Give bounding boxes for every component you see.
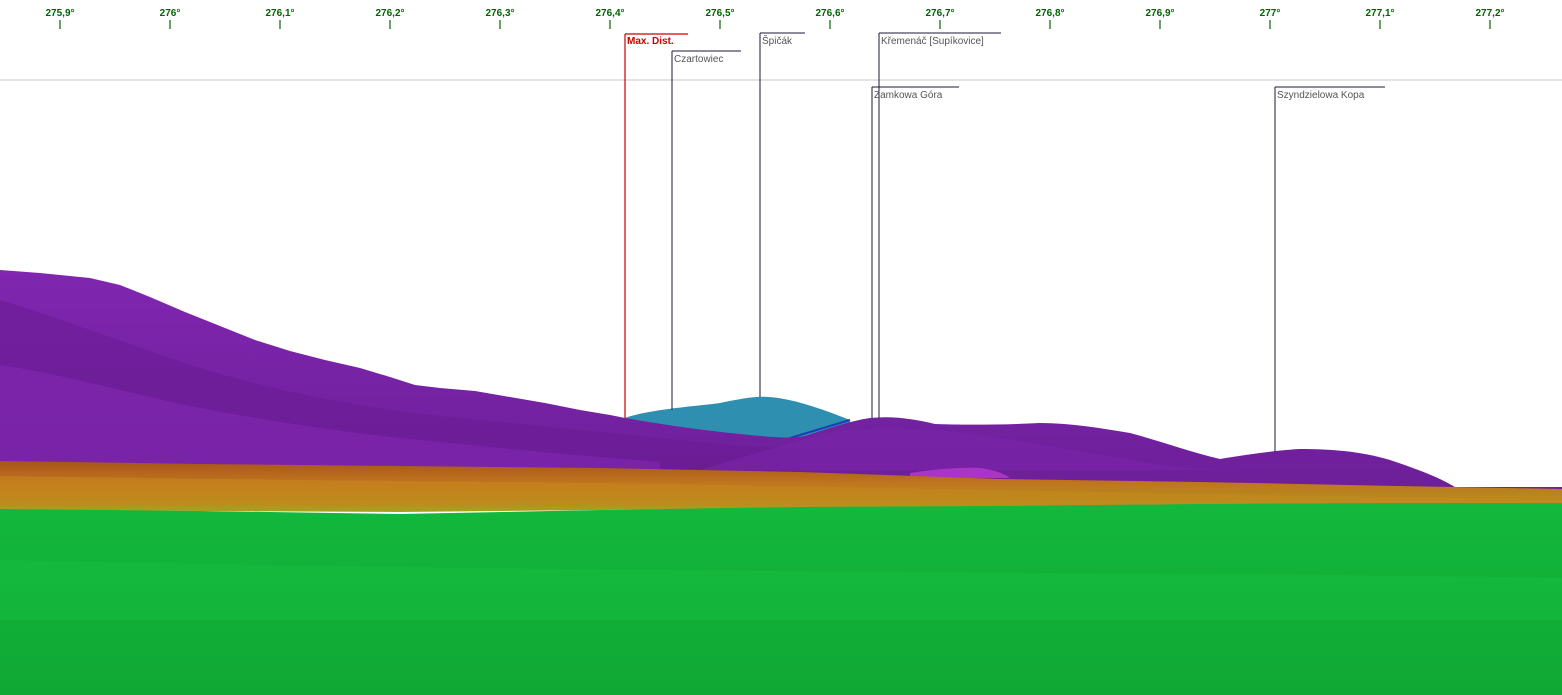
peak-label: Zamkowa Góra: [874, 90, 943, 101]
tick-label: 276°: [160, 8, 181, 19]
peak-marker-szyndzielowa-kopa[interactable]: Szyndzielowa Kopa: [1274, 86, 1385, 452]
azimuth-tick: 277,2°: [1475, 8, 1505, 29]
azimuth-tick: 276°: [160, 8, 181, 29]
tick-label: 277,1°: [1365, 8, 1394, 19]
tick-label: 276,9°: [1145, 8, 1174, 19]
peak-marker-kremenac[interactable]: Křemenáč [Supíkovice]: [878, 32, 1001, 418]
green-ground: [0, 503, 1562, 695]
tick-label: 276,7°: [925, 8, 954, 19]
azimuth-tick: 276,7°: [925, 8, 955, 29]
purple-shade-1: [0, 300, 800, 470]
tick-label: 276,8°: [1035, 8, 1064, 19]
peak-marker-zamkowa-gora[interactable]: Zamkowa Góra: [871, 86, 959, 418]
peak-marker-spicak[interactable]: Špičák: [759, 32, 805, 397]
tick-label: 276,1°: [265, 8, 294, 19]
max-distance-marker: Max. Dist.: [624, 33, 688, 418]
azimuth-tick: 276,3°: [485, 8, 515, 29]
peak-marker-czartowiec[interactable]: Czartowiec: [671, 50, 741, 410]
azimuth-tick: 276,2°: [375, 8, 405, 29]
peak-label: Czartowiec: [674, 54, 723, 65]
green-variation: [0, 560, 1562, 620]
foothill-highlight: [0, 476, 1562, 506]
magenta-patch: [910, 467, 1010, 478]
max-distance-label: Max. Dist.: [627, 36, 674, 47]
peak-label: Křemenáč [Supíkovice]: [881, 36, 984, 47]
tick-label: 276,6°: [815, 8, 844, 19]
azimuth-tick: 276,9°: [1145, 8, 1175, 29]
azimuth-tick: 276,4°: [595, 8, 625, 29]
peak-label: Špičák: [762, 34, 793, 47]
tick-label: 277°: [1260, 8, 1281, 19]
azimuth-tick: 276,8°: [1035, 8, 1065, 29]
far-ridge-edge: [789, 419, 851, 439]
tick-label: 275,9°: [45, 8, 74, 19]
tick-label: 276,5°: [705, 8, 734, 19]
purple-shade-2: [0, 365, 660, 470]
peak-label: Szyndzielowa Kopa: [1277, 90, 1365, 101]
azimuth-tick: 277°: [1260, 8, 1281, 29]
azimuth-tick: 277,1°: [1365, 8, 1395, 29]
tick-label: 277,2°: [1475, 8, 1504, 19]
azimuth-scale: 275,9° 276° 276,1° 276,2° 276,3° 276,4° …: [45, 8, 1505, 29]
azimuth-tick: 276,5°: [705, 8, 735, 29]
azimuth-tick: 275,9°: [45, 8, 75, 29]
terrain: [0, 270, 1562, 695]
azimuth-tick: 276,1°: [265, 8, 295, 29]
tick-label: 276,3°: [485, 8, 514, 19]
tick-label: 276,4°: [595, 8, 624, 19]
azimuth-tick: 276,6°: [815, 8, 845, 29]
tick-label: 276,2°: [375, 8, 404, 19]
purple-shade-3: [700, 428, 1250, 470]
